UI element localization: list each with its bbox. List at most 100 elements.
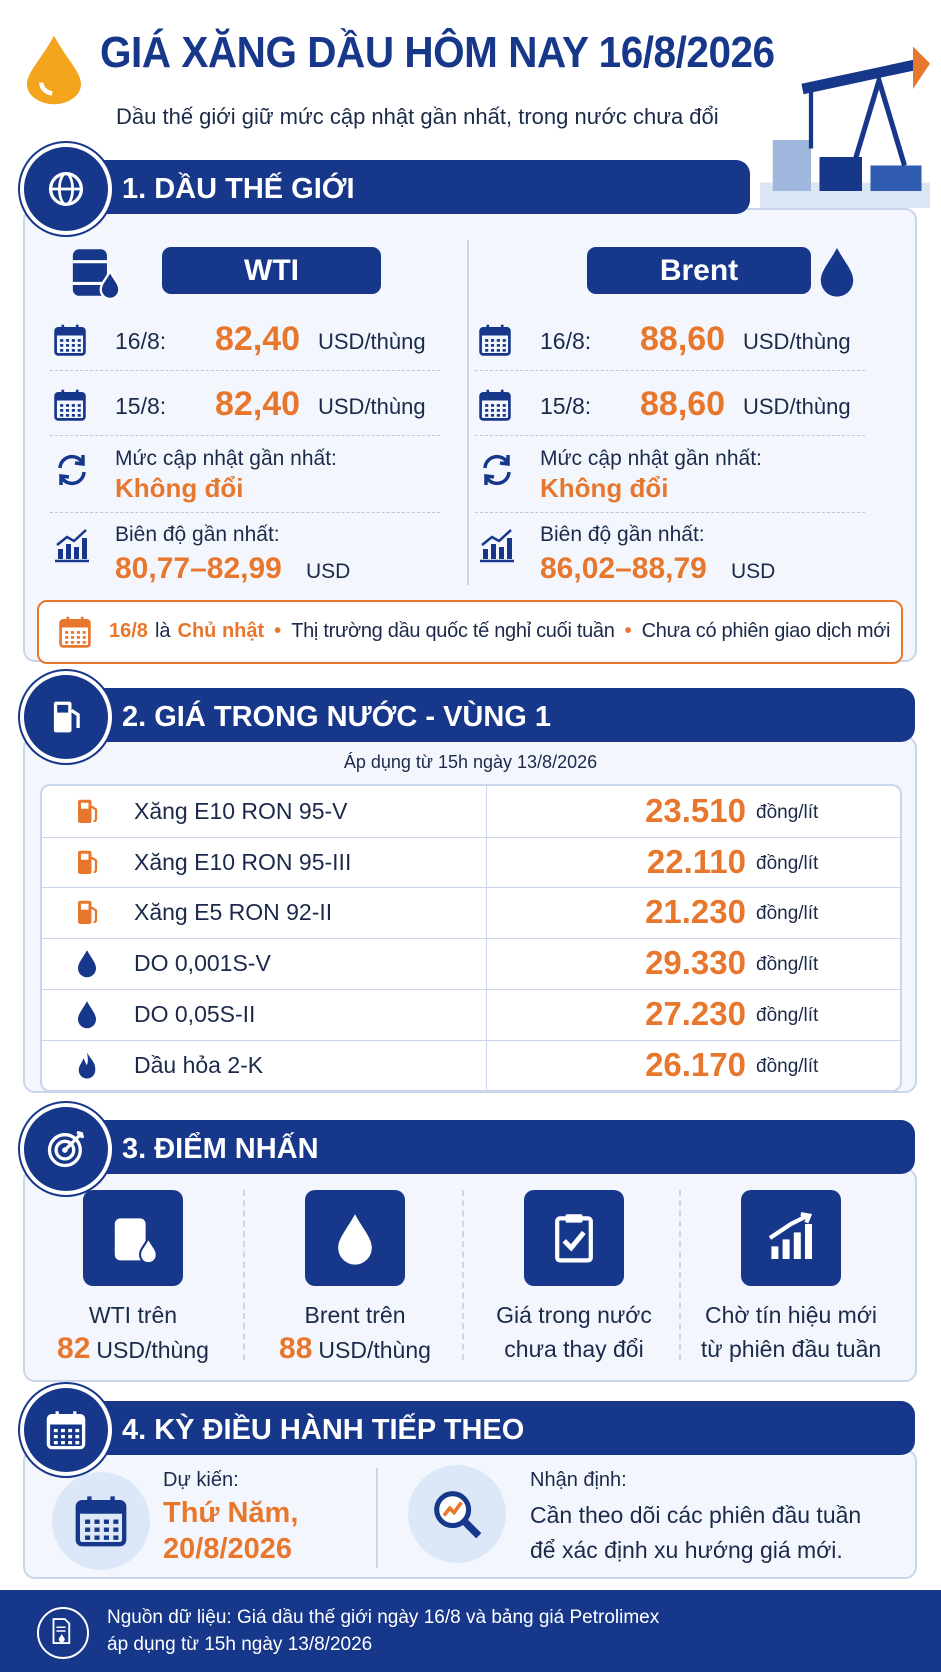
- icon-part: [496, 344, 500, 347]
- barrel-icon: [72, 249, 121, 301]
- icon-part: [485, 471, 511, 486]
- icon-part: [68, 1428, 73, 1433]
- price: 29.330: [645, 944, 746, 982]
- icon-part: [65, 631, 69, 634]
- icon-part: [71, 409, 75, 412]
- row-rule: [475, 435, 865, 436]
- unit: USD/thùng: [318, 329, 426, 354]
- highlight-line: chưa thay đổi: [504, 1336, 644, 1362]
- row-rule: [42, 836, 900, 838]
- icon-part: [490, 344, 495, 347]
- range-unit: USD: [306, 560, 351, 583]
- icon-part: [65, 404, 70, 407]
- icon-part: [77, 404, 81, 407]
- calendar-icon: [59, 616, 91, 648]
- price: 27.230: [645, 994, 746, 1032]
- icon-part: [480, 328, 510, 336]
- icon-part: [74, 547, 79, 559]
- icon-part: [85, 1519, 91, 1524]
- icon-part: [496, 339, 500, 342]
- icon-part: [94, 1519, 100, 1524]
- icon-part: [58, 1634, 65, 1643]
- oil-name-pill: Brent: [587, 247, 811, 294]
- icon-part: [562, 1230, 586, 1252]
- icon-part: [61, 1428, 65, 1433]
- icon-part: [27, 35, 81, 105]
- icon-part: [68, 1434, 73, 1439]
- icon-part: [68, 1441, 73, 1445]
- icon-part: [54, 1139, 76, 1161]
- icon-part: [483, 549, 488, 559]
- expected-date: Thứ Năm,: [163, 1497, 299, 1529]
- footer-line: áp dụng từ 15h ngày 13/8/2026: [107, 1634, 373, 1655]
- date: 16/8:: [115, 328, 167, 354]
- section-header: 2. GIÁ TRONG NƯỚC - VÙNG 1: [60, 688, 915, 742]
- note-day: Chủ nhật: [177, 620, 265, 642]
- product: DO 0,05S-II: [134, 1000, 256, 1027]
- icon-part: [77, 1502, 125, 1514]
- highlight-icon: [524, 1190, 624, 1286]
- icon-part: [60, 344, 64, 347]
- price-table: Xăng E10 RON 95-V 23.510 đồng/lít Xăng E10 …: [40, 784, 902, 1092]
- range-unit: USD: [731, 560, 776, 583]
- icon-part: [81, 904, 89, 911]
- icon-part: [39, 82, 53, 96]
- update-value: Không đổi: [115, 473, 244, 503]
- icon-part: [90, 805, 98, 823]
- unit: USD/thùng: [743, 394, 851, 419]
- highlight-line: từ phiên đầu tuần: [700, 1336, 882, 1362]
- icon-part: [54, 326, 86, 356]
- highlight-icon: [83, 1190, 183, 1286]
- icon-part: [801, 58, 923, 95]
- icon-part: [59, 618, 91, 648]
- icon-part: [48, 1415, 84, 1425]
- product: Xăng E10 RON 95-V: [134, 798, 348, 824]
- row-rule: [50, 370, 440, 371]
- icon-part: [772, 140, 811, 191]
- icon-part: [85, 1535, 91, 1540]
- column-divider: [467, 240, 469, 585]
- section-icon-glyph: [48, 171, 84, 207]
- icon-part: [58, 454, 84, 469]
- highlight-glyph: [768, 1212, 813, 1259]
- icon-part: [484, 474, 495, 485]
- fuel-icon: [78, 799, 98, 823]
- highlight-glyph: [555, 1214, 593, 1263]
- range-label: Biên độ gần nhất:: [115, 523, 280, 546]
- icon-part: [70, 709, 80, 728]
- icon-part: [499, 455, 510, 466]
- row-rule: [42, 988, 900, 990]
- note-connector: là: [154, 620, 171, 642]
- icon-part: [53, 1428, 58, 1433]
- icon-part: [490, 404, 495, 407]
- icon-part: [113, 1535, 119, 1540]
- icon-part: [499, 547, 504, 559]
- price: 88,60: [640, 320, 726, 358]
- section-icon-glyph: [47, 1130, 85, 1168]
- icon-part: [74, 455, 85, 466]
- expected-label: Dự kiến:: [163, 1469, 239, 1491]
- icon-part: [338, 1214, 372, 1265]
- icon-part: [56, 529, 87, 546]
- icon-part: [502, 414, 506, 417]
- page-title: GIÁ XĂNG DẦU HÔM NAY 16/8/2026: [100, 28, 775, 77]
- icon-part: [870, 165, 922, 191]
- icon-part: [60, 620, 90, 628]
- icon-part: [771, 1246, 779, 1259]
- oil-name-pill: WTI: [162, 247, 381, 294]
- icon-part: [60, 349, 64, 352]
- icon-part: [502, 344, 506, 347]
- footer-line: Nguồn dữ liệu: Giá dầu thế giới ngày 16/…: [107, 1607, 660, 1628]
- note-item: Thị trường dầu quốc tế nghỉ cuối tuần: [291, 620, 615, 642]
- fuel-icon: [78, 1051, 96, 1078]
- footer-bar: [0, 1590, 941, 1672]
- row-rule: [42, 887, 900, 889]
- icon-part: [103, 1519, 109, 1524]
- date: 15/8:: [540, 393, 592, 419]
- icon-part: [496, 349, 500, 352]
- note-date: 16/8: [109, 620, 148, 642]
- highlight-icon: [741, 1190, 841, 1286]
- icon-part: [82, 641, 86, 644]
- icon-part: [483, 454, 509, 469]
- icon-part: [82, 538, 87, 559]
